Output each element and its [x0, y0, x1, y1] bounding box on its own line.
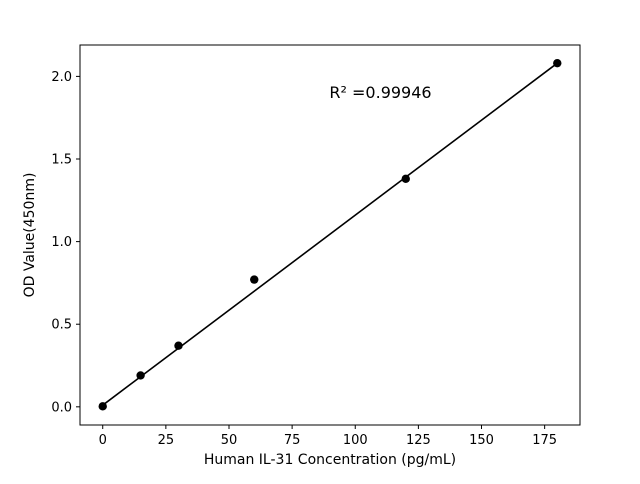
x-tick-label: 100: [343, 433, 368, 448]
x-tick-label: 0: [99, 433, 107, 448]
y-tick-label: 1.5: [51, 153, 72, 168]
y-tick-label: 1.0: [51, 235, 72, 250]
x-tick-label: 125: [406, 433, 431, 448]
y-tick-label: 0.0: [51, 400, 72, 415]
y-axis-label: OD Value(450nm): [22, 173, 38, 298]
x-tick-label: 75: [284, 433, 301, 448]
data-point: [250, 275, 259, 284]
fit-line: [102, 62, 558, 406]
data-point: [136, 371, 145, 380]
r-squared-annotation: R² =0.99946: [329, 83, 431, 102]
x-axis-label: Human IL-31 Concentration (pg/mL): [204, 452, 456, 468]
x-tick-label: 175: [532, 433, 557, 448]
data-point: [174, 341, 183, 350]
x-tick-label: 150: [469, 433, 494, 448]
x-tick-label: 50: [221, 433, 238, 448]
data-point: [553, 58, 562, 68]
x-tick-label: 25: [158, 433, 175, 448]
y-tick-label: 2.0: [51, 70, 72, 85]
data-point: [98, 402, 107, 411]
data-point: [401, 174, 410, 184]
plot-border: [79, 44, 581, 426]
y-tick-label: 0.5: [51, 318, 72, 333]
